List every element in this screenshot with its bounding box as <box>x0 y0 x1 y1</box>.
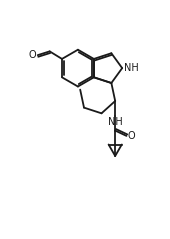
Text: O: O <box>29 50 36 60</box>
Text: NH: NH <box>108 117 123 127</box>
Text: O: O <box>128 131 135 141</box>
Text: NH: NH <box>124 63 139 73</box>
